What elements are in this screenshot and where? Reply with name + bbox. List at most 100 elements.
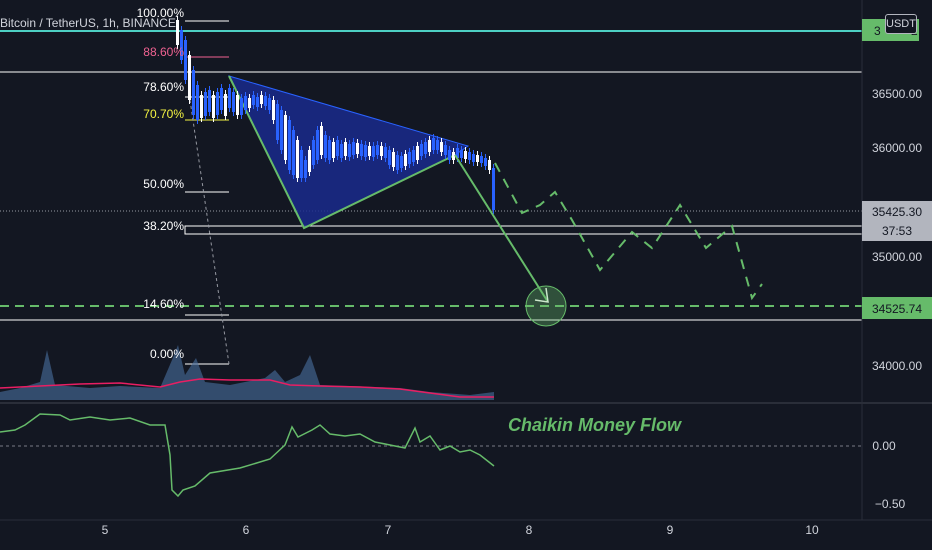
candle-body: [336, 140, 339, 156]
candle-body: [368, 146, 371, 156]
candle-body: [180, 30, 183, 60]
fib-label-786: 78.60%: [143, 80, 184, 94]
fib-label-886: 88.60%: [143, 45, 184, 59]
cmf-tick: −0.50: [875, 497, 906, 511]
time-tick: 10: [805, 523, 819, 537]
fib-label-50: 50.00%: [143, 177, 184, 191]
currency-button[interactable]: USDT: [885, 14, 917, 34]
candle-body: [304, 160, 307, 178]
candle-body: [264, 96, 267, 106]
candle-body: [488, 160, 491, 170]
price-tick: 36000.00: [872, 141, 922, 155]
candle-body: [240, 98, 243, 115]
fib-label-382: 38.20%: [143, 219, 184, 233]
candle-body: [404, 154, 407, 166]
fib-labels: 100.00% 88.60% 78.60% 70.70% 50.00% 38.2…: [137, 6, 185, 361]
candle-body: [212, 95, 215, 118]
candle-body: [176, 20, 179, 45]
candle-body: [396, 155, 399, 170]
candle-body: [424, 142, 427, 154]
candle-body: [484, 158, 487, 166]
candle-body: [284, 115, 287, 160]
candle-body: [324, 135, 327, 158]
price-tick: 35000.00: [872, 250, 922, 264]
target-circle[interactable]: [525, 285, 567, 327]
triangle-lower-leg[interactable]: [228, 75, 456, 230]
cmf-tick: 0.00: [872, 439, 896, 453]
candle-body: [476, 155, 479, 162]
time-tick: 5: [102, 523, 109, 537]
fib-label-707: 70.70%: [143, 107, 184, 121]
candle-body: [192, 70, 195, 115]
candle-body: [380, 146, 383, 156]
symbol-title[interactable]: Bitcoin / TetherUS, 1h, BINANCE: [0, 16, 176, 30]
candle-body: [448, 150, 451, 160]
candle-body: [188, 55, 191, 100]
time-tick: 6: [243, 523, 250, 537]
candle-body: [328, 140, 331, 160]
candle-body: [464, 151, 467, 159]
support-zone[interactable]: [184, 225, 863, 235]
indicator-label: Chaikin Money Flow: [508, 415, 682, 435]
candle-body: [372, 146, 375, 157]
candle-body: [256, 97, 259, 107]
candle-body: [276, 104, 279, 140]
candle-body: [260, 95, 263, 104]
price-axis[interactable]: 36500.00 36000.00 35000.00 34000.00: [872, 87, 922, 373]
candle-body: [356, 143, 359, 154]
candle-body: [388, 150, 391, 165]
fib-label-0: 0.00%: [150, 347, 184, 361]
price-tick: 34000.00: [872, 359, 922, 373]
candle-body: [376, 145, 379, 155]
candle-body: [300, 150, 303, 178]
candle-body: [392, 152, 395, 167]
cmf-axis[interactable]: 0.00 −0.50: [872, 439, 905, 511]
volume-ma-line: [0, 378, 494, 398]
time-tick: 9: [667, 523, 674, 537]
candle-body: [408, 152, 411, 164]
candle-body: [308, 150, 311, 172]
candle-body: [460, 150, 463, 158]
candle-body: [208, 90, 211, 112]
candle-body: [360, 144, 363, 156]
candle-body: [352, 142, 355, 155]
target-price-tag: [862, 297, 932, 319]
projected-path[interactable]: [494, 162, 763, 301]
candle-body: [444, 145, 447, 155]
candle-body: [312, 140, 315, 165]
candle-body: [320, 126, 323, 155]
candle-body: [220, 88, 223, 110]
candle-body: [296, 140, 299, 178]
candle-body: [344, 142, 347, 156]
time-tick: 7: [385, 523, 392, 537]
current-price-tag: [862, 201, 932, 241]
candle-body: [244, 96, 247, 110]
candle-countdown: 37:53: [882, 224, 912, 238]
candle-body: [468, 152, 471, 160]
candle-body: [252, 95, 255, 105]
time-axis[interactable]: 5 6 7 8 9 10: [102, 523, 819, 537]
candle-body: [248, 98, 251, 108]
candle-body: [428, 140, 431, 152]
candle-body: [480, 156, 483, 163]
candle-body: [232, 92, 235, 112]
candle-body: [452, 152, 455, 160]
time-tick: 8: [526, 523, 533, 537]
top-price-tag-left: 3: [874, 24, 881, 38]
candle-body: [216, 92, 219, 115]
candle-body: [456, 148, 459, 158]
candle-body: [196, 85, 199, 120]
candle-body: [224, 94, 227, 116]
candle-body: [412, 150, 415, 162]
candle-body: [420, 144, 423, 156]
candle-body: [432, 138, 435, 150]
candle-body: [204, 92, 207, 116]
candle-body: [472, 154, 475, 162]
fib-label-146: 14.60%: [143, 297, 184, 311]
candle-body: [272, 100, 275, 120]
projection-arrow-line[interactable]: [454, 154, 549, 303]
candle-body: [416, 146, 419, 160]
candle-body: [440, 142, 443, 152]
